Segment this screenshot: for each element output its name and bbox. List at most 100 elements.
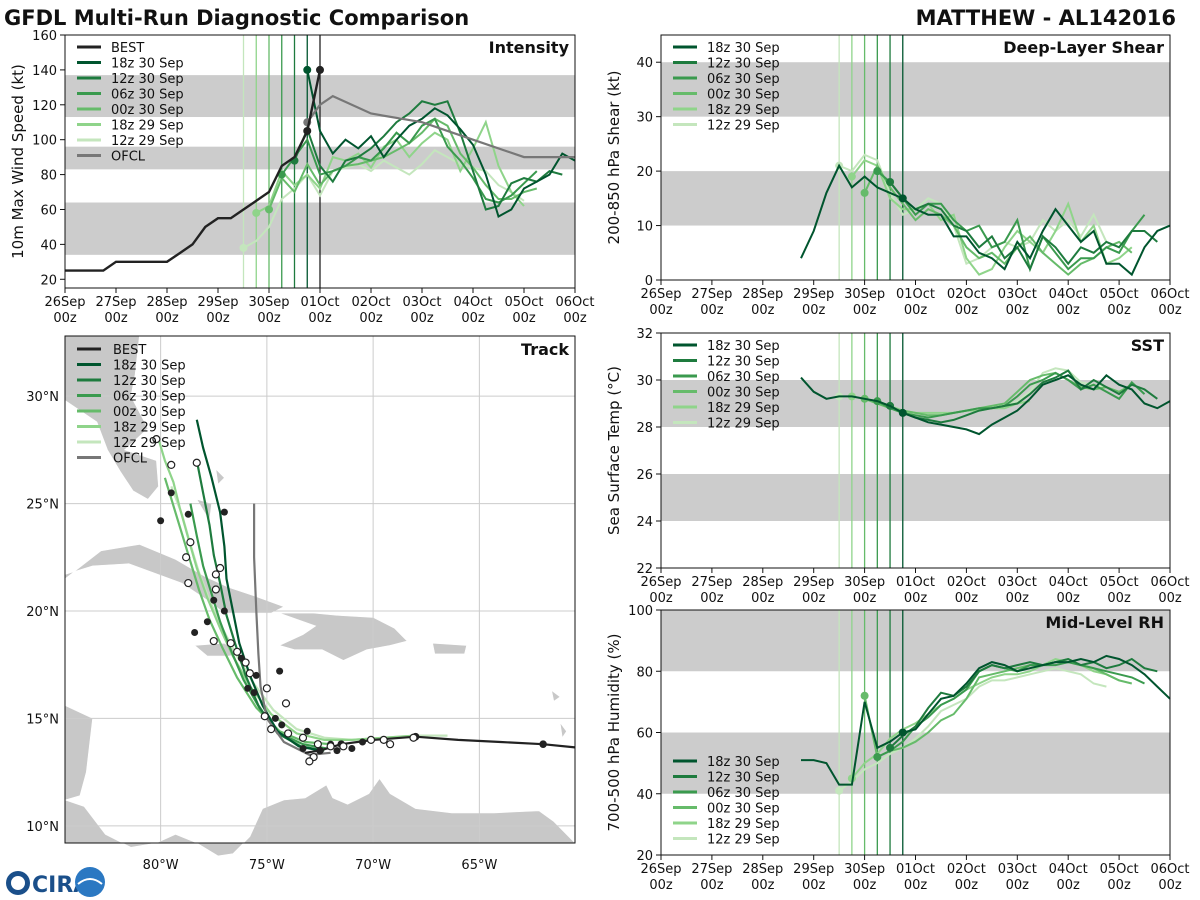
track-land-mass — [551, 689, 561, 702]
rh-series-line — [838, 667, 1107, 792]
sst-xtick-label: 29Sep — [793, 575, 834, 590]
shear-legend-label: 12z 30 Sep — [707, 57, 780, 72]
intensity-xtick-label: 06Oct — [555, 295, 594, 310]
shear-xtick-label: 00z — [1158, 303, 1182, 318]
track-land-mass — [215, 468, 225, 485]
intensity-xtick-label: 29Sep — [197, 295, 238, 310]
track-legend-label: BEST — [113, 343, 146, 358]
rh-series-line — [889, 657, 1158, 749]
rh-panel: 2040608010026Sep00z27Sep00z28Sep00z29Sep… — [605, 604, 1190, 893]
intensity-xtick-label: 28Sep — [146, 295, 187, 310]
track-halfday-point — [245, 669, 254, 678]
intensity-legend-label: 06z 30 Sep — [111, 88, 184, 103]
rh-legend-label: 12z 29 Sep — [707, 833, 780, 848]
track-land-mass — [559, 722, 567, 739]
rh-xtick-label: 28Sep — [742, 862, 783, 877]
shear-xtick-label: 01Oct — [896, 287, 935, 302]
rh-ytick-label: 100 — [628, 604, 653, 619]
intensity-xtick-label: 00z — [206, 311, 230, 326]
rh-init-point — [835, 786, 844, 795]
track-day-point — [244, 684, 252, 692]
rh-ytick-label: 60 — [636, 727, 653, 742]
track-day-point — [157, 517, 165, 525]
intensity-series-line — [306, 69, 576, 218]
intensity-xtick-label: 03Oct — [402, 295, 441, 310]
sst-xtick-label: 27Sep — [691, 575, 732, 590]
logo-globe-icon — [75, 867, 105, 897]
shear-legend-label: 06z 30 Sep — [707, 72, 780, 87]
rh-ytick-label: 20 — [636, 849, 653, 864]
shear-xtick-label: 28Sep — [742, 287, 783, 302]
rh-xtick-label: 03Oct — [998, 862, 1037, 877]
track-day-point — [252, 671, 260, 679]
intensity-xtick-label: 00z — [155, 311, 179, 326]
rh-init-point — [860, 691, 869, 700]
rh-init-point — [886, 743, 895, 752]
rh-xtick-label: 02Oct — [947, 862, 986, 877]
intensity-ytick-label: 40 — [40, 238, 57, 253]
rh-xtick-label: 00z — [700, 878, 724, 893]
track-halfday-point — [186, 538, 195, 547]
rh-xtick-label: 00z — [1107, 878, 1131, 893]
sst-ytick-label: 24 — [636, 515, 653, 530]
sst-legend-label: 12z 30 Sep — [707, 355, 780, 370]
track-halfday-point — [281, 699, 291, 708]
intensity-xtick-label: 00z — [563, 311, 587, 326]
track-halfday-point — [233, 647, 242, 656]
sst-ytick-label: 22 — [636, 562, 653, 577]
shear-xtick-label: 06Oct — [1150, 287, 1189, 302]
rh-xtick-label: 00z — [955, 878, 979, 893]
intensity-xtick-label: 00z — [512, 311, 536, 326]
intensity-title: Intensity — [489, 38, 570, 57]
intensity-legend-label: 12z 30 Sep — [111, 72, 184, 87]
shear-ytick-label: 0 — [645, 274, 653, 289]
track-halfday-point — [305, 757, 314, 766]
track-halfday-point — [284, 729, 293, 738]
sst-series-line — [876, 371, 1146, 419]
intensity-ytick-label: 100 — [32, 134, 57, 149]
shear-ylabel: 200-850 hPa Shear (kt) — [605, 71, 623, 245]
sst-xtick-label: 05Oct — [1100, 575, 1139, 590]
track-halfday-point — [182, 553, 191, 562]
intensity-ytick-label: 120 — [32, 99, 57, 114]
track-halfday-point — [184, 578, 193, 588]
track-legend-label: 18z 30 Sep — [113, 359, 186, 374]
track-xtick-label: 75°W — [249, 858, 285, 873]
shear-xtick-label: 00z — [904, 303, 928, 318]
track-xtick-label: 70°W — [355, 858, 391, 873]
intensity-ytick-label: 80 — [40, 169, 57, 184]
shear-xtick-label: 27Sep — [691, 287, 732, 302]
rh-xtick-label: 26Sep — [640, 862, 681, 877]
track-forecast-line — [157, 438, 416, 742]
intensity-ytick-label: 20 — [40, 273, 57, 288]
track-halfday-point — [366, 735, 376, 744]
sst-legend-label: 12z 29 Sep — [707, 417, 780, 432]
track-day-point — [271, 714, 279, 722]
intensity-best-point — [316, 65, 324, 74]
track-land-mass — [278, 612, 408, 661]
intensity-init-point — [239, 243, 248, 252]
track-halfday-point — [167, 460, 176, 469]
sst-xtick-label: 30Sep — [844, 575, 885, 590]
sst-xtick-label: 28Sep — [742, 575, 783, 590]
intensity-panel: 2040608010012014016026Sep00z27Sep00z28Se… — [9, 29, 595, 326]
intensity-xtick-label: 01Oct — [300, 295, 339, 310]
track-halfday-point — [262, 684, 271, 693]
intensity-xtick-label: 00z — [104, 311, 128, 326]
track-legend-label: 12z 30 Sep — [113, 374, 186, 389]
rh-xtick-label: 06Oct — [1150, 862, 1189, 877]
sst-xtick-label: 00z — [649, 591, 673, 606]
track-day-point — [333, 747, 341, 755]
track-day-point — [203, 618, 211, 626]
track-legend-label: 12z 29 Sep — [113, 436, 186, 451]
rh-xtick-label: 04Oct — [1049, 862, 1088, 877]
intensity-ytick-label: 60 — [40, 203, 57, 218]
track-ytick-label: 15°N — [26, 712, 59, 727]
rh-init-point — [873, 753, 882, 761]
shear-xtick-label: 03Oct — [998, 287, 1037, 302]
intensity-xtick-label: 04Oct — [453, 295, 492, 310]
logo-swirl — [77, 878, 103, 885]
track-legend-label: 06z 30 Sep — [113, 390, 186, 405]
sst-xtick-label: 00z — [1057, 591, 1081, 606]
intensity-xtick-label: 00z — [461, 311, 485, 326]
